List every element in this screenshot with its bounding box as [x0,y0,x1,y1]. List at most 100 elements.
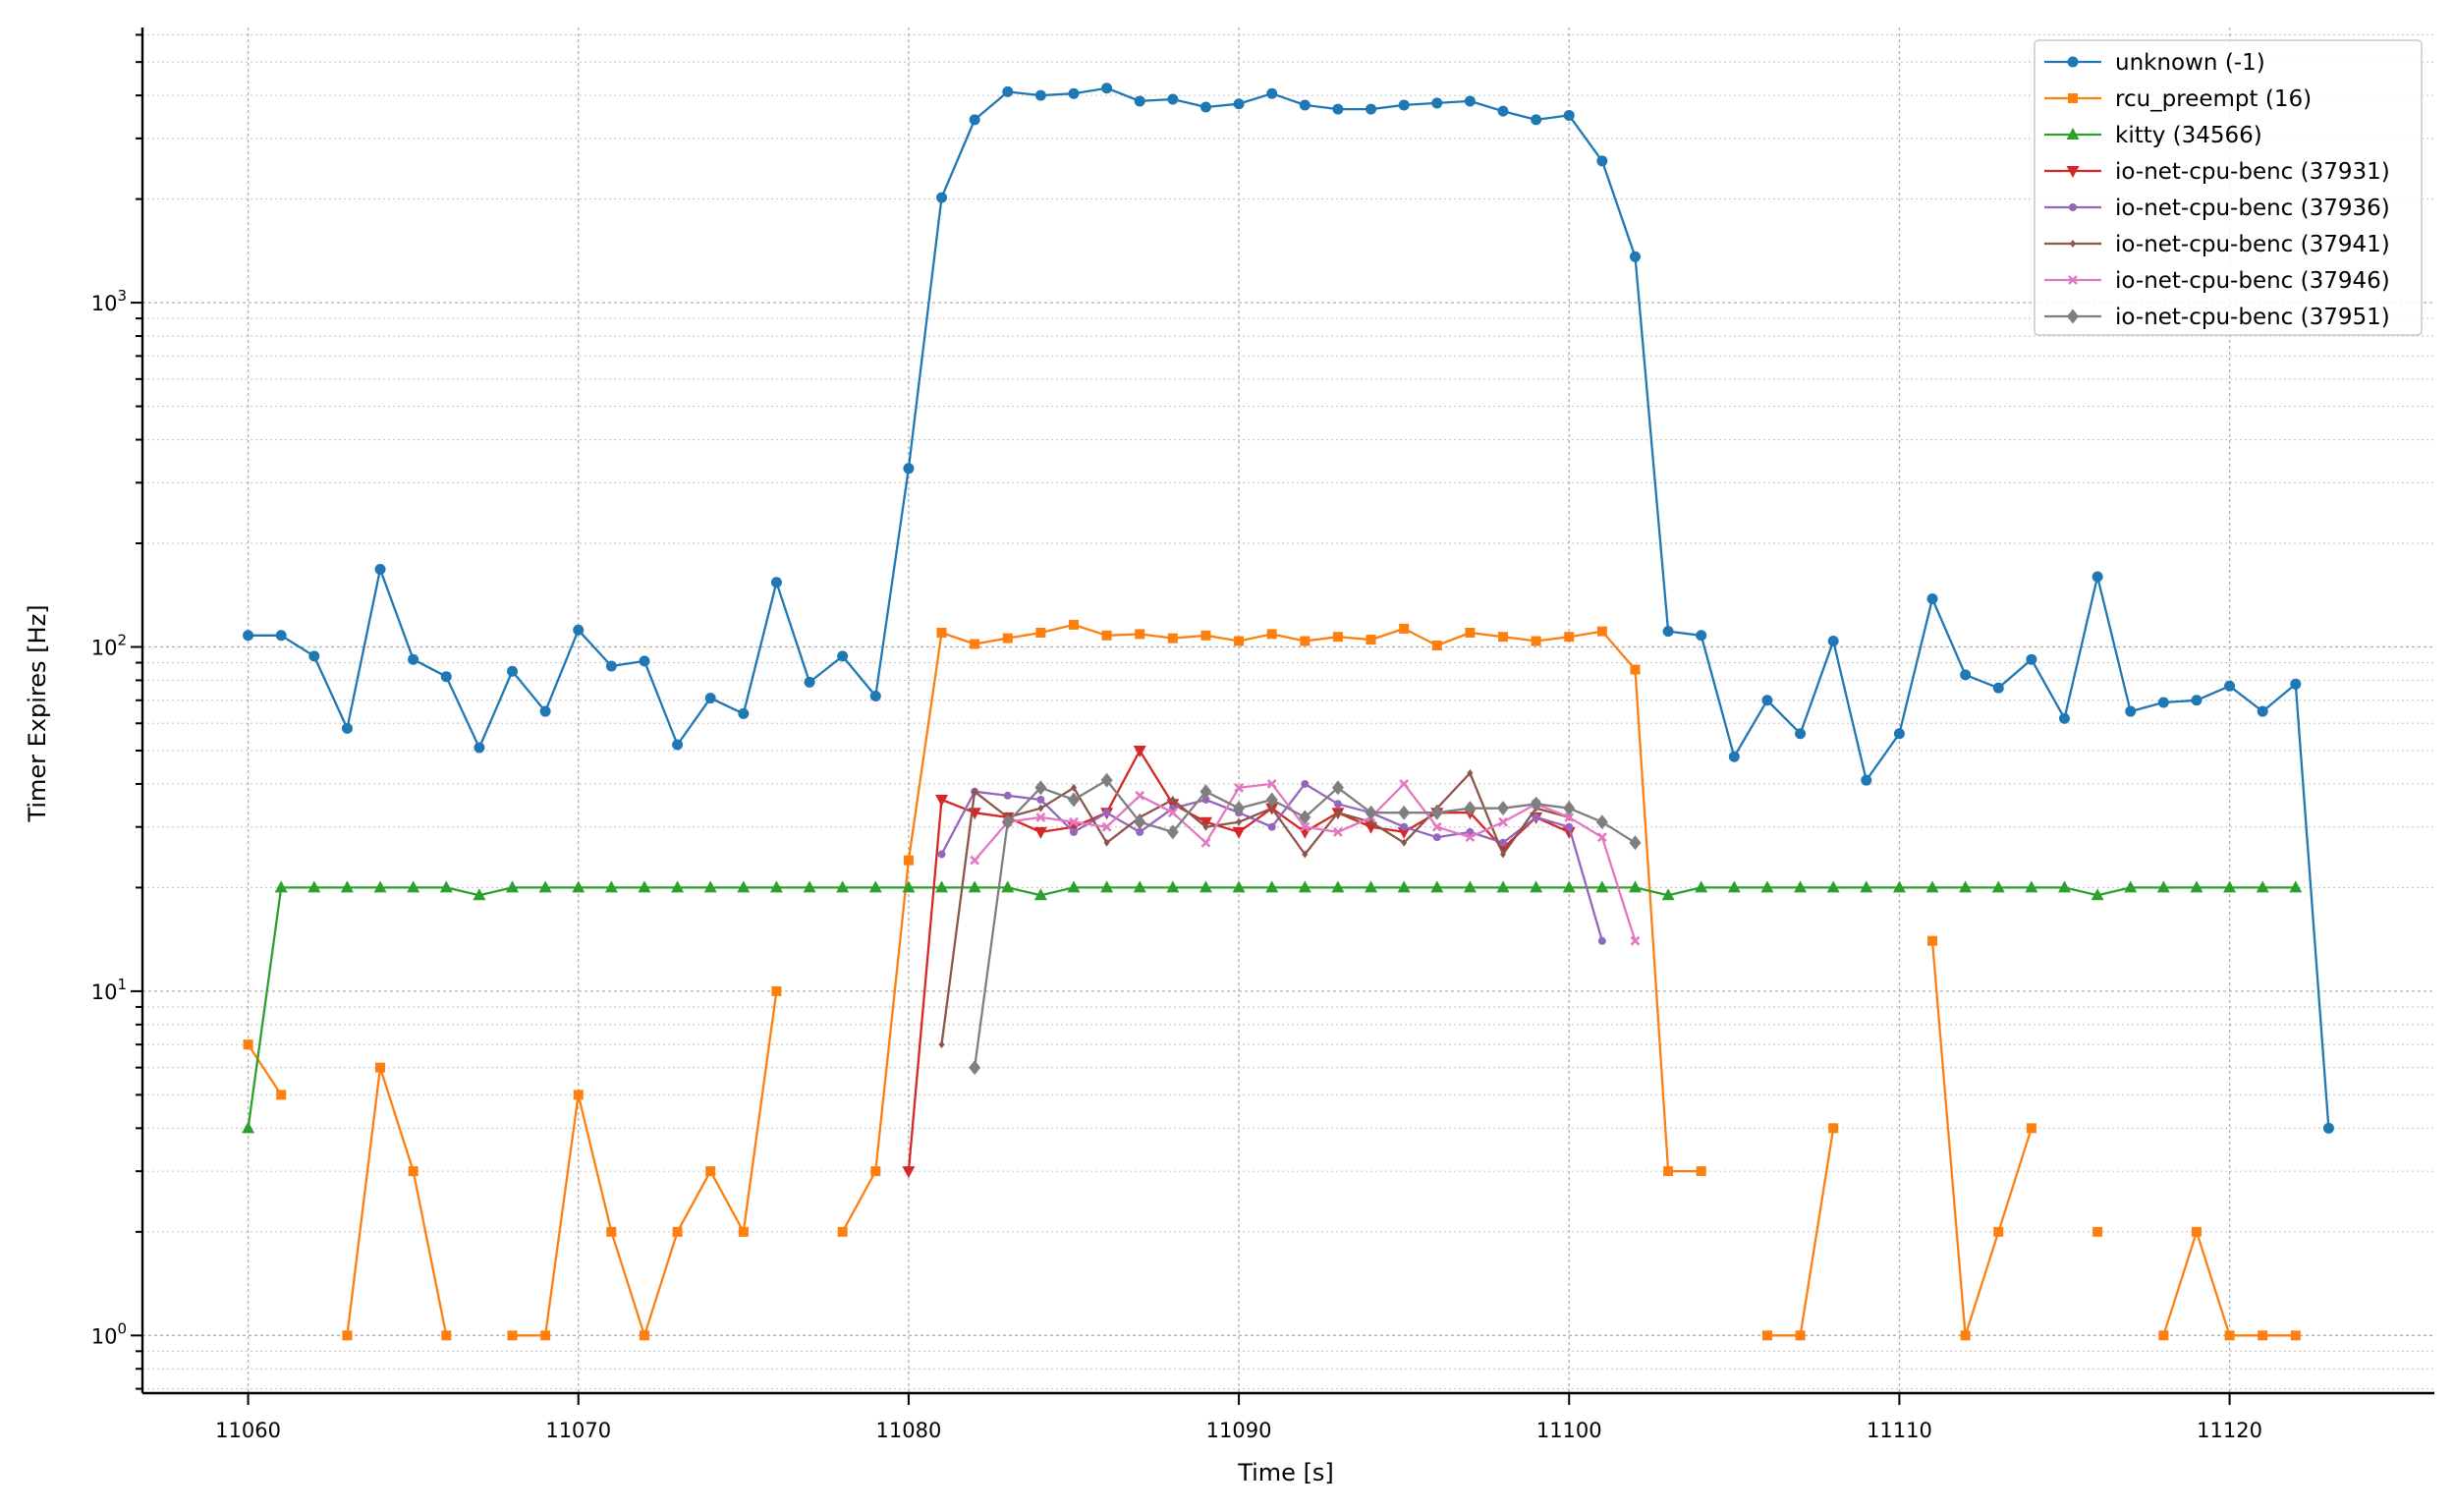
data-point [1002,633,1013,644]
data-point [1067,880,1081,893]
data-point [837,1226,848,1237]
data-point [341,722,353,734]
data-point [868,880,882,893]
data-point [1892,880,1906,893]
data-point [1794,880,1808,893]
data-point [1100,772,1113,788]
data-point [639,655,650,667]
series-1 [243,83,2334,1134]
data-point [1200,630,1211,641]
data-point [275,630,287,642]
data-point [2026,1123,2036,1134]
data-point [2322,1122,2334,1134]
data-point [1366,635,1376,645]
data-point [1332,103,1344,115]
legend-label: rcu_preempt (16) [2115,86,2312,112]
data-point [1595,814,1608,830]
data-point-stroke [1465,832,1476,843]
data-point [1431,97,1443,109]
data-point [572,880,586,893]
data-point [1100,880,1114,893]
data-point [340,880,354,893]
data-point [1102,809,1111,817]
data-point [473,888,486,901]
data-point [705,1166,716,1177]
data-point [2026,653,2037,665]
data-point [870,1166,881,1177]
data-point [1826,880,1840,893]
x-axis-title: Time [s] [1237,1459,1334,1486]
data-point [1268,804,1275,812]
data-point [970,639,980,649]
data-point [1135,790,1145,801]
data-point [506,880,520,893]
data-point [1761,1330,1772,1341]
data-point [1069,827,1078,836]
data-point [1033,826,1047,839]
data-point [1001,880,1015,893]
legend-label: io-net-cpu-benc (37946) [2115,268,2390,294]
legend-marker [2067,56,2079,68]
data-point [2025,880,2038,893]
data-point [1629,251,1641,262]
data-point [1133,745,1146,757]
data-point [2057,880,2071,893]
data-point [1628,880,1642,893]
data-point [1860,880,1873,893]
data-point [1398,805,1411,820]
data-point [1562,880,1576,893]
data-point [342,1330,353,1341]
data-point [936,192,948,203]
legend-marker-stroke [2068,275,2078,285]
data-point [1103,838,1110,847]
data-point [672,1226,683,1237]
data-point [1960,1330,1971,1341]
data-point [474,742,485,754]
legend-label: io-net-cpu-benc (37936) [2115,196,2390,221]
data-point [1430,805,1443,820]
data-point [1925,880,1939,893]
data-point [1334,809,1341,817]
legend: unknown (-1) rcu_preempt (16) kitty (34566… [2034,39,2423,336]
axes: 11060 11070 11080 11090 11100 11110 11120 100 10… [91,28,2434,1442]
grid [142,28,2434,1393]
data-point [2124,880,2138,893]
data-point [1299,99,1311,111]
data-point [1069,816,1079,827]
data-point-stroke [1399,779,1410,789]
y-axis-title: Timer Expires [Hz] [24,604,51,822]
data-point [1266,87,1278,99]
data-point [1068,87,1080,99]
data-point [1202,822,1209,831]
data-point [538,880,552,893]
data-point [2156,880,2170,893]
data-point [1431,640,1442,650]
data-point [1300,821,1311,832]
data-point [1497,105,1509,117]
legend-item: io-net-cpu-benc (37941) [2044,232,2390,257]
data-point [1200,837,1211,848]
data-point [1070,783,1077,792]
data-point [902,1166,916,1179]
series-line [940,771,1570,1045]
series-layer [242,83,2334,1341]
data-point [1795,728,1807,740]
data-point [1333,826,1343,837]
data-point [704,693,716,704]
data-point [1232,880,1246,893]
data-point [770,577,782,588]
data-point [2289,880,2303,893]
data-point [1001,814,1014,830]
data-point [243,1039,253,1050]
data-point-stroke [1333,826,1343,837]
data-point [2191,1226,2202,1237]
data-point [1959,880,1973,893]
data-point [1366,103,1377,115]
data-point [1034,780,1047,796]
data-point [1795,1330,1806,1341]
data-point [408,653,419,665]
y-tick-label: 103 [91,287,127,315]
data-point [1331,780,1344,796]
data-point [1266,629,1277,640]
data-point [1463,880,1477,893]
